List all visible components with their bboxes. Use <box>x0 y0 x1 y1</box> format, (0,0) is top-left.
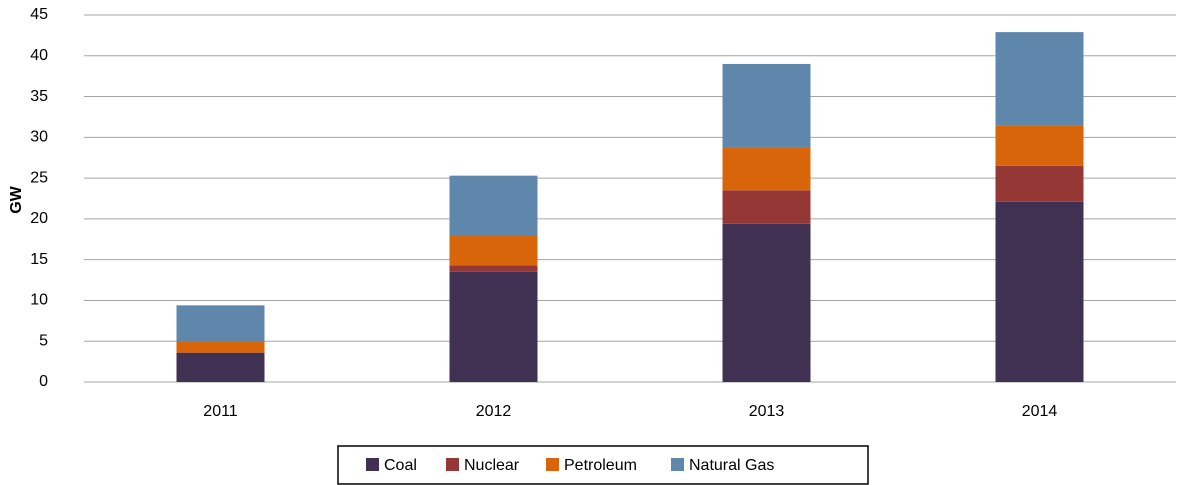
y-tick-label: 10 <box>30 292 48 309</box>
legend-label: Coal <box>384 457 417 474</box>
bar-segment <box>995 32 1084 126</box>
bar-segment <box>449 236 538 266</box>
x-tick-label: 2014 <box>1022 403 1058 420</box>
bar-segment <box>995 165 1084 202</box>
y-tick-label: 45 <box>30 6 48 23</box>
x-tick-label: 2011 <box>203 403 238 420</box>
legend-swatch <box>671 458 684 471</box>
y-tick-label: 0 <box>39 373 48 390</box>
y-tick-label: 20 <box>30 210 48 227</box>
y-tick-label: 5 <box>39 332 48 349</box>
legend-label: Natural Gas <box>689 457 774 474</box>
bar-segment <box>176 341 265 353</box>
bar-segment <box>449 175 538 237</box>
bar-segment <box>176 352 265 382</box>
legend-label: Nuclear <box>464 457 520 474</box>
bar-segment <box>449 271 538 382</box>
y-tick-label: 35 <box>30 88 48 105</box>
legend-swatch <box>546 458 559 471</box>
bar-segment <box>995 125 1084 166</box>
y-axis-label: GW <box>8 185 25 213</box>
legend-swatch <box>446 458 459 471</box>
legend-swatch <box>366 458 379 471</box>
legend-box <box>337 445 869 485</box>
y-tick-label: 25 <box>30 169 48 186</box>
y-tick-label: 15 <box>30 251 48 268</box>
bar-segment <box>449 265 538 272</box>
bar-segment <box>722 147 811 191</box>
bar-segment <box>722 223 811 382</box>
legend-label: Petroleum <box>564 457 637 474</box>
bar-segment <box>176 305 265 342</box>
bar-segment <box>995 201 1084 382</box>
x-tick-label: 2012 <box>476 403 512 420</box>
bar-segment <box>722 63 811 148</box>
y-tick-label: 30 <box>30 129 48 146</box>
bar-segment <box>722 190 811 224</box>
x-tick-label: 2013 <box>749 403 785 420</box>
y-tick-label: 40 <box>30 47 48 64</box>
